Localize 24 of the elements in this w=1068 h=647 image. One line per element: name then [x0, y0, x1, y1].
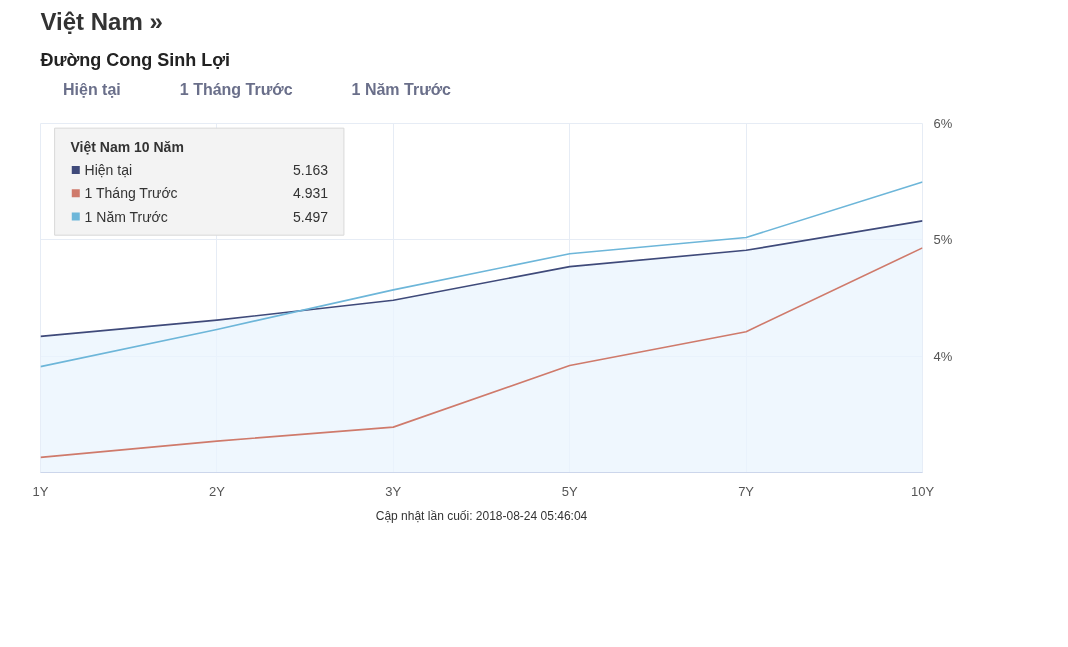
- legend-label: 1 Tháng Trước: [84, 185, 178, 202]
- x-tick-label: 1Y: [32, 483, 49, 499]
- x-tick-label: 5Y: [561, 483, 578, 499]
- x-tick-label: 2Y: [208, 483, 226, 499]
- x-tick-label: 7Y: [738, 483, 755, 499]
- chart-subtitle: Đường Cong Sinh Lợi: [40, 49, 231, 70]
- x-tick-label: 10Y: [910, 483, 935, 499]
- y-tick-label: 6%: [933, 116, 953, 131]
- line-series: [40, 181, 923, 368]
- text: Hiện tại: [63, 81, 121, 98]
- annotation: Việt Nam 10 Năm: [70, 138, 184, 155]
- legend-label: 1 Năm Trước: [84, 208, 168, 225]
- text: Cập nhật lần cuối: 2018-08-24 05:46:04: [375, 508, 588, 523]
- chart-title: Việt Nam »: [40, 7, 163, 35]
- line-series: [40, 247, 923, 459]
- text: 1 Tháng Trước: [179, 81, 293, 98]
- annotation: 5.163: [293, 162, 329, 179]
- y-tick-label: 4%: [933, 348, 953, 364]
- x-tick-label: 3Y: [385, 483, 402, 499]
- annotation: 5.497: [293, 208, 329, 225]
- annotation: 4.931: [293, 185, 329, 202]
- text: 1 Năm Trước: [351, 81, 452, 98]
- y-tick-label: 5%: [933, 232, 953, 248]
- legend-label: Hiện tại: [84, 162, 133, 179]
